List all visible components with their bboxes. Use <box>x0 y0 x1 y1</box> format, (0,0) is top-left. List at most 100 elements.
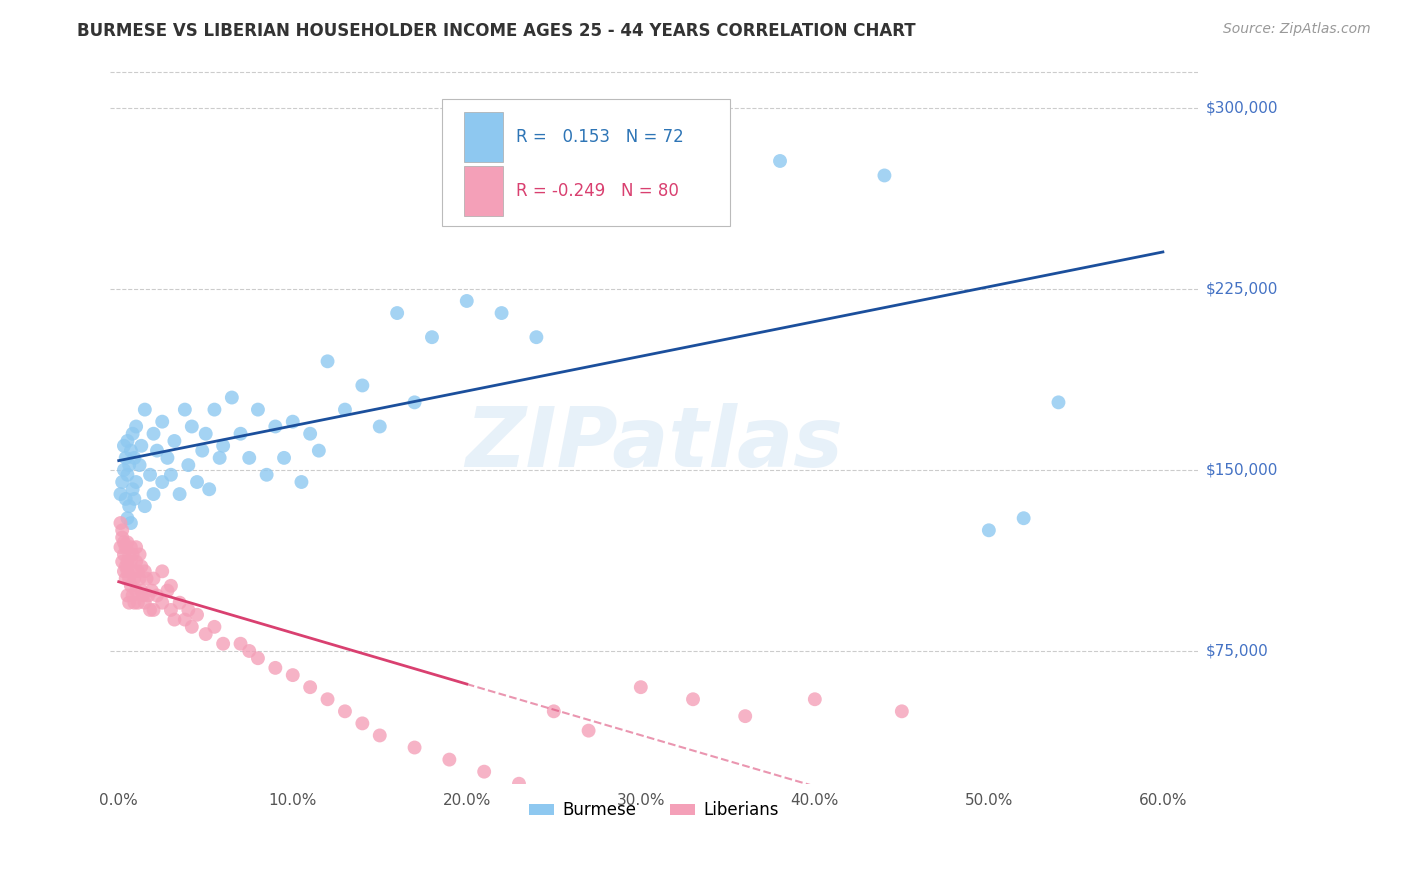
Point <box>120 579 142 593</box>
Point <box>114 540 136 554</box>
Point <box>117 555 139 569</box>
Point <box>472 764 495 779</box>
Point <box>134 596 156 610</box>
Point <box>125 555 148 569</box>
Point <box>121 589 143 603</box>
Point <box>131 583 153 598</box>
Point <box>1012 511 1035 525</box>
Point <box>156 583 179 598</box>
Point <box>127 564 149 578</box>
Point <box>256 467 278 482</box>
Point <box>163 613 186 627</box>
Point <box>769 153 792 168</box>
Point <box>246 651 269 665</box>
Point <box>578 723 600 738</box>
Point <box>368 729 391 743</box>
Legend: Burmese, Liberians: Burmese, Liberians <box>523 795 786 826</box>
Point <box>163 434 186 448</box>
Text: ZIPatlas: ZIPatlas <box>465 403 842 483</box>
Point <box>578 210 600 224</box>
Point <box>150 596 173 610</box>
Point <box>630 178 652 193</box>
Point <box>142 572 165 586</box>
Point <box>173 613 195 627</box>
Point <box>198 482 221 496</box>
Point <box>131 559 153 574</box>
Point <box>134 402 156 417</box>
Point <box>316 692 339 706</box>
Text: Source: ZipAtlas.com: Source: ZipAtlas.com <box>1223 22 1371 37</box>
Point <box>508 777 530 791</box>
Point <box>134 499 156 513</box>
Point <box>131 439 153 453</box>
Point <box>112 535 135 549</box>
Point <box>121 426 143 441</box>
Point <box>121 482 143 496</box>
Point <box>316 354 339 368</box>
Point <box>491 306 513 320</box>
Point <box>264 661 287 675</box>
Point <box>121 548 143 562</box>
Point <box>299 426 322 441</box>
Point <box>135 572 157 586</box>
Point <box>120 540 142 554</box>
Point <box>125 475 148 489</box>
Point <box>352 378 374 392</box>
Point <box>169 596 191 610</box>
Point <box>150 564 173 578</box>
Point <box>117 589 139 603</box>
Point <box>150 475 173 489</box>
Point <box>281 668 304 682</box>
Point <box>177 603 200 617</box>
Point <box>124 596 146 610</box>
Point <box>194 426 217 441</box>
Point <box>404 740 426 755</box>
Point <box>439 753 461 767</box>
Point <box>264 419 287 434</box>
Point <box>212 439 235 453</box>
Point <box>150 415 173 429</box>
Point <box>112 564 135 578</box>
Point <box>117 434 139 448</box>
Point <box>141 583 163 598</box>
Point <box>125 540 148 554</box>
Point <box>221 391 243 405</box>
Point <box>186 475 208 489</box>
Point <box>204 402 226 417</box>
Point <box>111 531 134 545</box>
Point <box>246 402 269 417</box>
Point <box>238 644 260 658</box>
Text: $75,000: $75,000 <box>1206 643 1268 658</box>
Text: R = -0.249   N = 80: R = -0.249 N = 80 <box>516 182 679 200</box>
Point <box>804 692 827 706</box>
Point <box>191 443 214 458</box>
Point <box>977 523 1000 537</box>
Point <box>229 637 252 651</box>
Point <box>120 516 142 530</box>
Point <box>121 564 143 578</box>
Point <box>229 426 252 441</box>
Point <box>128 458 150 472</box>
Point <box>112 439 135 453</box>
Point <box>299 680 322 694</box>
Point <box>1047 395 1070 409</box>
Point <box>204 620 226 634</box>
Point <box>682 202 704 217</box>
Point <box>117 467 139 482</box>
Point <box>368 419 391 434</box>
Point <box>456 293 478 308</box>
Point <box>173 402 195 417</box>
Point <box>208 450 231 465</box>
Point <box>169 487 191 501</box>
FancyBboxPatch shape <box>464 166 503 216</box>
Point <box>333 704 356 718</box>
Point <box>128 572 150 586</box>
Point <box>281 415 304 429</box>
Point <box>160 467 183 482</box>
Point <box>111 475 134 489</box>
Point <box>139 467 162 482</box>
Point <box>112 548 135 562</box>
Point <box>125 419 148 434</box>
Point <box>160 603 183 617</box>
Point <box>177 458 200 472</box>
